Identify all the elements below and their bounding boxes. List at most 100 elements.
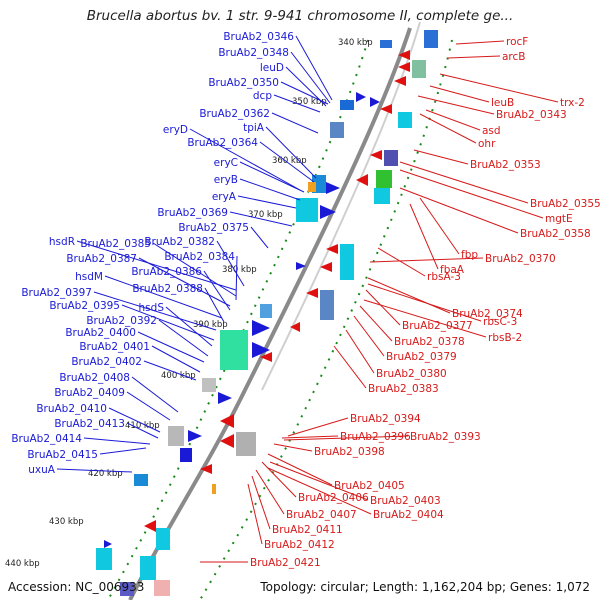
gene-label[interactable]: fbaA	[440, 264, 465, 276]
gene-leader-line	[152, 242, 237, 297]
gene-label[interactable]: ohr	[478, 138, 496, 150]
gene-label[interactable]: BruAb2_0412	[264, 539, 335, 551]
tick-label: 390 kbp	[193, 320, 228, 330]
gene-label[interactable]: BruAb2_0382	[144, 236, 215, 248]
gene-label[interactable]: BruAb2_0411	[272, 524, 343, 536]
gene-label[interactable]: BruAb2_0421	[250, 557, 321, 569]
gene-label[interactable]: hsdM	[75, 271, 103, 283]
gene-label[interactable]: BruAb2_0400	[65, 327, 136, 339]
gene-label[interactable]: BruAb2_0395	[49, 300, 120, 312]
gene-leader-line	[158, 319, 209, 357]
gene-label[interactable]: leuD	[260, 62, 284, 74]
gene-leader-line	[283, 435, 409, 441]
gene-leader-line	[353, 315, 385, 357]
gene-label[interactable]: BruAb2_0364	[187, 137, 258, 149]
gene-label[interactable]: BruAb2_0414	[11, 433, 82, 445]
gene-label[interactable]: eryC	[214, 157, 238, 169]
gene-leader-line	[281, 435, 339, 439]
gene-leader-line	[56, 468, 133, 473]
gene-label[interactable]: rocF	[506, 36, 528, 48]
gene-label[interactable]: BruAb2_0369	[157, 207, 228, 219]
gene-label[interactable]: BruAb2_0348	[218, 47, 289, 59]
gene-label[interactable]: trx-2	[560, 97, 585, 109]
gene-label[interactable]: BruAb2_0406	[298, 492, 369, 504]
gene-label[interactable]: rbsC-3	[483, 316, 517, 328]
gene-label[interactable]: BruAb2_0396	[340, 431, 411, 443]
gene-label[interactable]: arcB	[502, 51, 526, 63]
gene-label[interactable]: fbp	[461, 249, 478, 261]
gene-label[interactable]: BruAb2_0388	[132, 283, 203, 295]
gene-leader-line	[137, 331, 205, 363]
gene-leader-line	[255, 469, 285, 515]
gene-label[interactable]: eryB	[214, 174, 238, 186]
gene-label[interactable]: rbsB-2	[488, 332, 522, 344]
gene-leader-line	[93, 291, 217, 331]
gene-leader-line	[216, 240, 245, 287]
gene-label[interactable]: BruAb2_0397	[21, 287, 92, 299]
gene-label[interactable]: BruAb2_0346	[223, 31, 294, 43]
gene-label[interactable]: BruAb2_0380	[376, 368, 447, 380]
gene-label[interactable]: BruAb2_0375	[178, 222, 249, 234]
gene-label[interactable]: BruAb2_0413	[54, 418, 125, 430]
gene-label[interactable]: hsdS	[139, 302, 165, 314]
gene-label[interactable]: BruAb2_0355	[530, 198, 600, 210]
accession-text: Accession: NC_006933	[8, 580, 145, 594]
gene-label[interactable]: BruAb2_0374	[452, 308, 523, 320]
gene-leader-line	[377, 247, 426, 277]
gene-leader-line	[419, 197, 460, 255]
gene-leader-line	[261, 461, 297, 498]
gene-label[interactable]: BruAb2_0379	[386, 351, 457, 363]
gene-label[interactable]: BruAb2_0403	[370, 495, 441, 507]
gene-label[interactable]: BruAb2_0358	[520, 228, 591, 240]
gene-label[interactable]: BruAb2_0402	[71, 356, 142, 368]
gene-label[interactable]: mgtE	[545, 213, 573, 225]
gene-leader-line	[399, 161, 529, 204]
gene-label[interactable]: BruAb2_0405	[334, 480, 405, 492]
gene-label[interactable]: BruAb2_0387	[66, 253, 137, 265]
gene-label[interactable]: dcp	[253, 90, 272, 102]
gene-label[interactable]: BruAb2_0377	[402, 320, 473, 332]
gene-label[interactable]: BruAb2_0386	[131, 266, 202, 278]
gene-label[interactable]: BruAb2_0343	[496, 109, 567, 121]
gene-label[interactable]: BruAb2_0378	[394, 336, 465, 348]
tick-label: 380 kbp	[222, 265, 257, 275]
gene-leader-line	[76, 240, 237, 291]
tick-label: 440 kbp	[5, 559, 40, 569]
gene-label[interactable]: BruAb2_0350	[208, 77, 279, 89]
gene-label[interactable]: BruAb2_0410	[36, 403, 107, 415]
gene-label[interactable]: BruAb2_0401	[79, 341, 150, 353]
gene-label[interactable]: leuB	[491, 97, 514, 109]
gene-label[interactable]: BruAb2_0385	[80, 238, 151, 250]
gene-leader-line	[280, 81, 329, 105]
gene-label[interactable]: BruAb2_0394	[350, 413, 421, 425]
gene-label[interactable]: BruAb2_0404	[373, 509, 444, 521]
gene-label[interactable]: BruAb2_0408	[59, 372, 130, 384]
gene-label[interactable]: asd	[482, 125, 501, 137]
gene-leader-line	[203, 270, 231, 311]
gene-label[interactable]: BruAb2_0392	[86, 315, 157, 327]
gene-leader-line	[365, 289, 401, 326]
gene-label[interactable]: BruAb2_0370	[485, 253, 556, 265]
gene-label[interactable]: BruAb2_0383	[368, 383, 439, 395]
gene-label[interactable]: rbsA-3	[427, 271, 461, 283]
gene-label[interactable]: uxuA	[28, 464, 56, 476]
gene-label[interactable]: BruAb2_0398	[314, 446, 385, 458]
gene-leader-line	[399, 169, 544, 219]
gene-label[interactable]: BruAb2_0407	[286, 509, 357, 521]
gene-label[interactable]: BruAb2_0393	[410, 431, 481, 443]
gene-label[interactable]: BruAb2_0384	[164, 251, 235, 263]
gene-label[interactable]: BruAb2_0353	[470, 159, 541, 171]
gene-label[interactable]: eryD	[163, 124, 188, 136]
gene-label[interactable]: BruAb2_0362	[199, 108, 270, 120]
gene-leader-line	[333, 345, 367, 389]
gene-leader-line	[359, 305, 393, 342]
gene-leader-line	[237, 195, 297, 209]
gene-label[interactable]: tpiA	[243, 122, 265, 134]
gene-label[interactable]: BruAb2_0409	[54, 387, 125, 399]
gene-label[interactable]: BruAb2_0415	[27, 449, 98, 461]
gene-label[interactable]: hsdR	[49, 236, 75, 248]
gene-leader-line	[447, 55, 501, 59]
gene-label[interactable]: eryA	[212, 191, 237, 203]
gene-leader-line	[99, 447, 147, 455]
